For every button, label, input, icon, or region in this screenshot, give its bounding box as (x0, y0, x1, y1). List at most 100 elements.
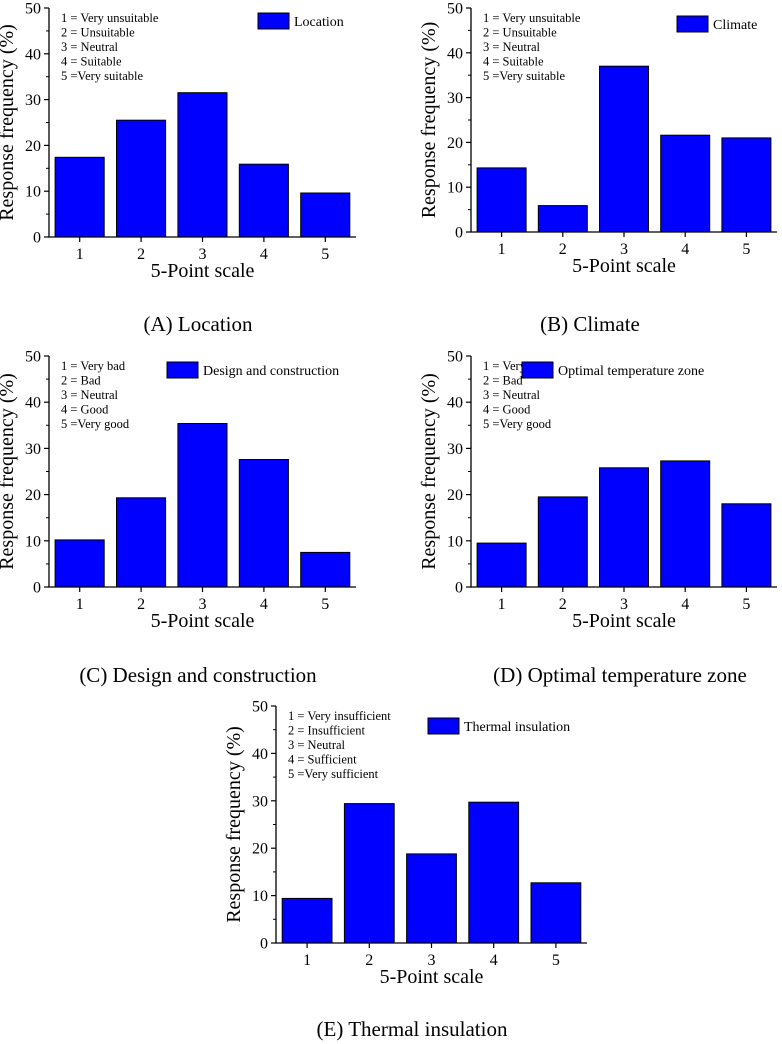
y-tick-label: 50 (252, 699, 268, 716)
chart-panel-d: 0 10 20 30 40 50 1 2 3 4 5 5-Point scale Response fr… (418, 349, 777, 687)
y-axis-title: Response frequency (%) (223, 726, 245, 923)
x-tick-label: 2 (137, 246, 145, 263)
bar-e-2 (343, 803, 395, 944)
y-tick-label: 10 (252, 888, 268, 905)
legend-label: Thermal insulation (464, 720, 570, 735)
panel-caption: (B) Climate (540, 312, 640, 336)
bar-b-5 (721, 137, 772, 233)
legend-swatch (521, 361, 554, 379)
x-tick-label: 2 (559, 596, 567, 613)
y-tick-label: 20 (252, 841, 268, 858)
scale-note: 2 = Bad (61, 374, 101, 388)
y-tick-label: 40 (25, 395, 41, 412)
bar-c-3 (177, 423, 228, 588)
y-tick-label: 30 (252, 793, 268, 810)
y-tick-label: 10 (25, 184, 41, 201)
bar-a-1 (54, 156, 105, 238)
y-tick-label: 30 (25, 441, 41, 458)
bar-b-4 (660, 134, 711, 233)
x-tick-label: 4 (490, 952, 498, 969)
x-tick-label: 1 (76, 596, 84, 613)
y-axis-title: Response frequency (%) (0, 24, 18, 221)
bar-d-4 (660, 460, 711, 588)
y-tick-label: 10 (447, 180, 463, 197)
legend-swatch (676, 15, 709, 33)
legend-label: Location (294, 15, 344, 30)
scale-note: 2 = Insufficient (288, 724, 365, 738)
bar-e-5 (530, 882, 582, 944)
x-axis-title: 5-Point scale (151, 260, 255, 282)
y-tick-label: 20 (25, 487, 41, 504)
legend-label: Climate (713, 18, 757, 33)
y-tick-label: 0 (33, 230, 41, 247)
bar-a-4 (238, 163, 289, 238)
chart-panel-a: 0 10 20 30 40 50 1 2 3 4 5 5-Point scale Response fr… (0, 1, 356, 336)
scale-note: 4 = Suitable (483, 55, 544, 69)
bar-a-2 (116, 119, 167, 238)
bar-d-2 (537, 496, 588, 588)
y-tick-label: 10 (447, 533, 463, 550)
scale-note: 3 = Neutral (483, 388, 541, 402)
bar-c-1 (54, 539, 105, 588)
y-tick-label: 20 (447, 135, 463, 152)
chart-panel-b: 0 10 20 30 40 50 1 2 3 4 5 5-Point scale Response fr… (418, 1, 777, 336)
x-tick-label: 5 (742, 596, 750, 613)
y-axis-title: Response frequency (%) (0, 373, 18, 570)
x-tick-label: 1 (303, 952, 311, 969)
legend-swatch (257, 12, 290, 30)
bar-a-5 (300, 192, 351, 238)
legend-label: Design and construction (203, 364, 339, 379)
y-tick-label: 40 (25, 46, 41, 63)
bar-b-2 (537, 205, 588, 233)
bar-b-3 (599, 65, 649, 233)
scale-note: 2 = Unsuitable (483, 26, 557, 40)
x-axis-title: 5-Point scale (572, 255, 676, 277)
y-axis-title: Response frequency (%) (418, 373, 440, 570)
bar-d-5 (721, 503, 772, 588)
scale-note: 3 = Neutral (61, 388, 119, 402)
x-axis-title: 5-Point scale (151, 610, 255, 632)
y-tick-label: 50 (25, 349, 41, 366)
bar-e-3 (406, 853, 457, 944)
scale-note: 1 = Very unsuitable (61, 11, 159, 25)
y-tick-label: 0 (33, 580, 41, 597)
x-tick-label: 1 (498, 241, 506, 258)
x-tick-label: 5 (742, 241, 750, 258)
chart-panel-c: 0 10 20 30 40 50 1 2 3 4 5 5-Point scale Response fr… (0, 349, 356, 687)
y-tick-label: 50 (447, 349, 463, 366)
x-tick-label: 3 (199, 246, 207, 263)
y-tick-label: 40 (447, 45, 463, 62)
scale-note: 4 = Good (61, 403, 109, 417)
y-tick-label: 50 (447, 1, 463, 18)
x-tick-label: 3 (199, 596, 207, 613)
panel-caption: (A) Location (143, 312, 253, 336)
scale-note: 4 = Suitable (61, 55, 122, 69)
legend-swatch (166, 361, 199, 379)
y-tick-label: 0 (455, 580, 463, 597)
bar-c-2 (116, 497, 167, 588)
y-tick-label: 30 (447, 90, 463, 107)
scale-note: 1 = Very unsuitable (483, 11, 581, 25)
scale-note: 4 = Good (483, 403, 531, 417)
y-tick-label: 0 (455, 225, 463, 242)
x-tick-label: 2 (559, 241, 567, 258)
y-tick-label: 10 (25, 533, 41, 550)
y-tick-label: 20 (25, 138, 41, 155)
y-tick-label: 40 (447, 395, 463, 412)
panel-caption: (C) Design and construction (79, 663, 317, 687)
y-tick-label: 40 (252, 746, 268, 763)
chart-panel-e: 0 10 20 30 40 50 1 2 3 4 5 5-Point scale Response fr… (223, 699, 587, 1041)
scale-note: 4 = Sufficient (288, 753, 357, 767)
bar-d-3 (599, 467, 649, 588)
bar-d-1 (476, 542, 527, 588)
scale-note: 5 =Very good (61, 417, 130, 431)
bar-e-1 (281, 897, 333, 944)
y-tick-label: 50 (25, 1, 41, 18)
scale-note: 5 =Very sufficient (288, 767, 379, 781)
x-tick-label: 1 (498, 596, 506, 613)
bar-e-4 (468, 801, 520, 944)
x-tick-label: 4 (681, 596, 689, 613)
x-tick-label: 5 (552, 952, 560, 969)
x-tick-label: 5 (321, 246, 329, 263)
